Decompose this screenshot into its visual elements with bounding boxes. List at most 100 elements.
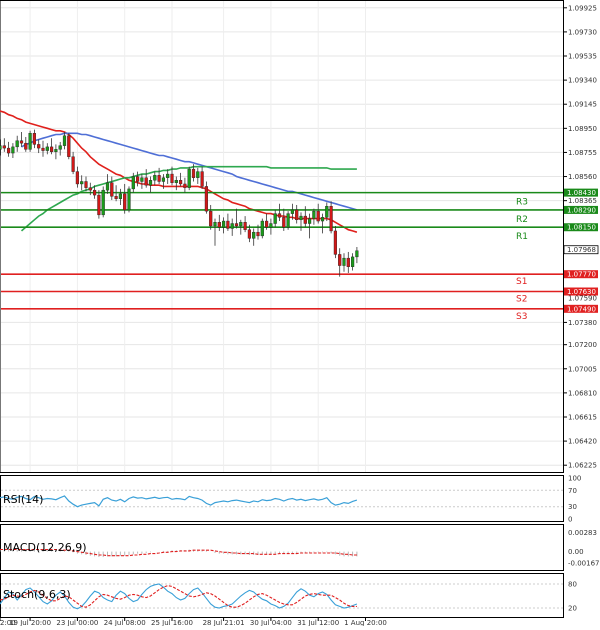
candle-body <box>153 175 157 181</box>
candle-body <box>355 250 359 258</box>
current-price-label: 1.07968 <box>567 246 596 254</box>
candle-body <box>209 210 213 227</box>
pivot-price-label: 1.08290 <box>567 206 596 214</box>
x-tick-label: 28 Jul 21:01 <box>203 619 245 626</box>
stoch-signal-line <box>0 585 357 608</box>
candle-body <box>234 223 239 227</box>
y-tick-label: 1.08365 <box>568 197 597 205</box>
candle-body <box>277 213 282 218</box>
y-tick-label: 1.09145 <box>568 101 597 109</box>
x-tick-label: 30 Jul 04:00 <box>250 619 292 626</box>
pivot-label-s3: S3 <box>516 312 527 322</box>
candle-body <box>6 147 11 154</box>
rsi-label: RSI(14) <box>3 493 43 506</box>
candle-body <box>131 176 135 190</box>
rsi-tick-label: 0 <box>568 516 572 524</box>
candle-body <box>329 206 333 232</box>
candle-body <box>221 220 226 228</box>
candle-body <box>183 183 187 188</box>
pivot-price-label: 1.07630 <box>567 288 596 296</box>
candle-body <box>118 193 122 199</box>
rsi-panel-frame <box>0 475 564 522</box>
candle-body <box>2 145 6 149</box>
stoch-tick-label: 20 <box>568 605 577 613</box>
x-tick-label: 1 Aug 20:00 <box>344 619 387 626</box>
candle-body <box>200 171 204 187</box>
candle-body <box>157 175 161 182</box>
candle-body <box>226 220 230 229</box>
candle-body <box>80 181 84 185</box>
candle-body <box>273 213 277 224</box>
candle-body <box>295 209 299 221</box>
current-price-tag <box>563 245 599 255</box>
candle-body <box>123 193 127 211</box>
candle-body <box>24 142 28 150</box>
y-tick-label: 1.07590 <box>568 295 597 303</box>
stoch-tick-label: 80 <box>568 581 577 589</box>
candle-body <box>114 196 118 199</box>
rsi-tick-label: 100 <box>568 475 581 483</box>
macd-tick-label: -0.001679 <box>568 560 600 568</box>
candle-body <box>196 171 200 178</box>
y-tick-label: 1.06810 <box>568 389 597 397</box>
candle-body <box>174 180 178 183</box>
pivot-price-label: 1.08150 <box>567 224 596 232</box>
pivot-price-tag <box>564 287 598 296</box>
x-tick-label: 31 Jul 12:00 <box>297 619 339 626</box>
pivot-label-r3: R3 <box>516 198 528 208</box>
candle-body <box>217 222 221 228</box>
candle-body <box>140 177 144 182</box>
candle-body <box>303 215 307 224</box>
pivot-price-tag <box>564 304 598 313</box>
candle-body <box>346 257 350 267</box>
pivot-price-tag <box>564 270 598 279</box>
pivot-price-tag <box>564 205 598 214</box>
pivot-price-label: 1.08430 <box>567 189 596 197</box>
stoch-label: Stoch(9,6,3) <box>3 588 71 601</box>
candle-body <box>247 229 251 239</box>
candle-body <box>105 182 110 191</box>
x-tick-label: 2:00 <box>0 619 16 626</box>
candle-body <box>0 145 2 150</box>
candle-body <box>286 213 290 228</box>
candle-body <box>252 231 256 239</box>
candle-body <box>41 147 45 151</box>
x-tick-label: 23 Jul 00:00 <box>56 619 98 626</box>
candle-body <box>308 218 312 224</box>
candle-body <box>97 194 101 216</box>
candle-body <box>28 133 32 150</box>
candle-body <box>213 222 217 227</box>
pivot-label-r1: R1 <box>516 232 528 242</box>
candle-body <box>110 182 114 197</box>
candle-body <box>54 149 58 153</box>
candle-body <box>325 206 329 218</box>
candle-body <box>127 188 131 211</box>
candle-body <box>282 217 286 228</box>
y-tick-label: 1.08755 <box>568 149 597 157</box>
candle-body <box>191 168 196 178</box>
stoch-panel-frame <box>0 573 564 618</box>
candle-body <box>37 144 41 149</box>
candle-body <box>260 220 264 237</box>
candle-body <box>148 180 153 186</box>
candle-body <box>32 133 36 145</box>
candle-body <box>11 146 15 154</box>
y-tick-label: 1.08950 <box>568 125 597 133</box>
candle-body <box>256 231 260 237</box>
stoch-main-line <box>0 583 358 610</box>
moving-average-line <box>21 132 358 211</box>
candle-body <box>178 180 183 185</box>
candle-body <box>161 177 165 182</box>
rsi-tick-label: 70 <box>568 487 577 495</box>
candle-body <box>204 186 208 212</box>
moving-average-line <box>0 110 358 233</box>
macd-label: MACD(12,26,9) <box>3 541 87 554</box>
macd-signal-line <box>0 548 357 557</box>
candle-body <box>338 254 342 266</box>
candlesticks <box>0 129 359 277</box>
pivot-label-s1: S1 <box>516 277 527 287</box>
indicator-panels: 100 70 30 0 0.00283 0.00 -0.001679 80 20 <box>0 475 600 613</box>
moving-averages <box>0 110 358 233</box>
